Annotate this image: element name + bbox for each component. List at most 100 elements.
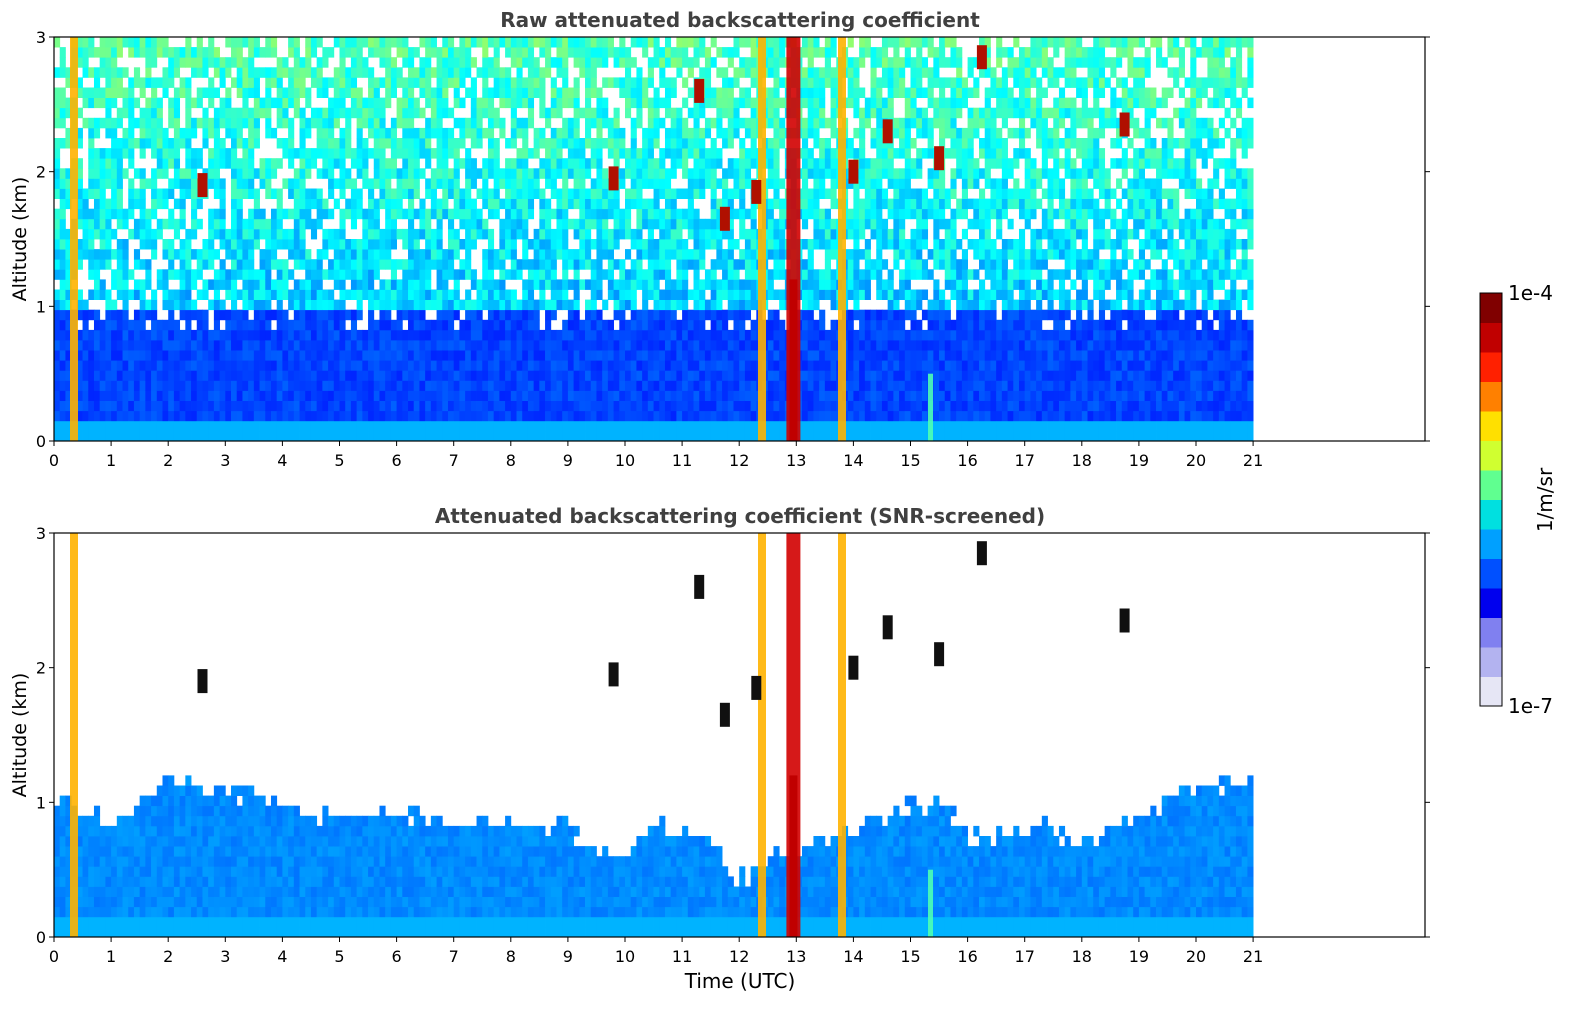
heatmap-cell [642,138,649,149]
heatmap-cell [111,168,118,179]
heatmap-cell [219,370,226,381]
heatmap-cell [99,420,106,432]
heatmap-cell [630,168,637,179]
heatmap-cell [830,148,837,159]
heatmap-cell [99,117,106,129]
heatmap-cell [93,329,101,341]
heatmap-cell [419,87,426,98]
heatmap-cell [105,329,112,341]
heatmap-cell [881,228,889,240]
heatmap-cell [425,279,432,290]
heatmap-cell [470,340,477,351]
heatmap-cell [259,309,266,321]
heatmap-cell [550,430,557,442]
heatmap-cell [522,208,529,220]
heatmap-cell [76,289,83,300]
heatmap-cell [270,168,278,179]
heatmap-cell [333,239,340,250]
heatmap-cell [385,158,392,169]
heatmap-cell [385,97,392,109]
heatmap-cell [419,37,426,48]
heatmap-cell [202,430,209,442]
heatmap-cell [99,360,106,371]
heatmap-cell [727,370,734,381]
heatmap-cell [824,47,831,58]
heatmap-cell [722,259,729,270]
heatmap-cell [710,138,717,149]
heatmap-cell [413,188,420,199]
heatmap-cell [185,269,192,280]
heatmap-cell [881,148,889,159]
heatmap-cell [636,420,643,432]
heatmap-cell [339,410,346,422]
heatmap-cell [682,239,689,250]
heatmap-cell [265,299,272,311]
heatmap-cell [373,47,380,58]
heatmap-cell [379,77,386,88]
heatmap-cell [299,178,306,189]
heatmap-cell [642,420,649,432]
heatmap-cell [773,127,780,139]
heatmap-cell [208,158,215,169]
heatmap-cell [767,289,774,300]
heatmap-cell [539,97,546,109]
heatmap-cell [739,158,746,169]
heatmap-cell [288,138,295,149]
heatmap-cell [653,289,660,300]
heatmap-cell [573,127,580,139]
heatmap-cell [356,430,363,442]
heatmap-cell [522,249,529,260]
heatmap-cell [682,138,689,149]
heatmap-cell [647,269,654,280]
heatmap-cell [413,350,420,361]
heatmap-cell [881,188,889,199]
heatmap-cell [76,218,83,230]
heatmap-cell [213,249,220,260]
heatmap-cell [436,127,443,139]
heatmap-cell [773,360,780,371]
heatmap-cell [436,249,443,260]
heatmap-cell [465,208,472,220]
heatmap-cell [236,208,243,220]
heatmap-cell [870,350,877,361]
heatmap-cell [539,360,546,371]
heatmap-cell [151,239,158,250]
heatmap-cell [899,430,906,442]
heatmap-cell [733,127,740,139]
heatmap-cell [556,67,563,78]
heatmap-cell [139,420,146,432]
heatmap-cell [185,117,192,129]
heatmap-cell [813,127,820,139]
heatmap-cell [899,249,906,260]
heatmap-cell [744,239,752,250]
heatmap-cell [653,57,660,68]
heatmap-cell [636,410,643,422]
heatmap-cell [573,259,580,270]
heatmap-cell [687,87,694,98]
heatmap-cell [402,178,409,189]
heatmap-cell [750,430,757,442]
heatmap-cell [253,107,260,119]
heatmap-cell [316,329,323,341]
heatmap-cell [744,97,752,109]
heatmap-cell [270,340,278,351]
heatmap-cell [350,350,358,361]
heatmap-cell [545,350,552,361]
heatmap-cell [596,410,603,422]
heatmap-cell [767,279,774,290]
heatmap-cell [510,218,517,230]
heatmap-cell [516,158,523,169]
heatmap-cell [242,380,249,391]
heatmap-cell [390,370,397,381]
heatmap-cell [522,410,529,422]
heatmap-cell [739,299,746,311]
heatmap-cell [625,87,632,98]
heatmap-cell [179,400,186,412]
heatmap-cell [270,410,278,422]
heatmap-cell [876,198,883,210]
heatmap-cell [408,97,415,109]
heatmap-cell [659,400,666,412]
heatmap-cell [88,47,95,58]
heatmap-cell [276,77,283,88]
heatmap-cell [636,400,643,412]
